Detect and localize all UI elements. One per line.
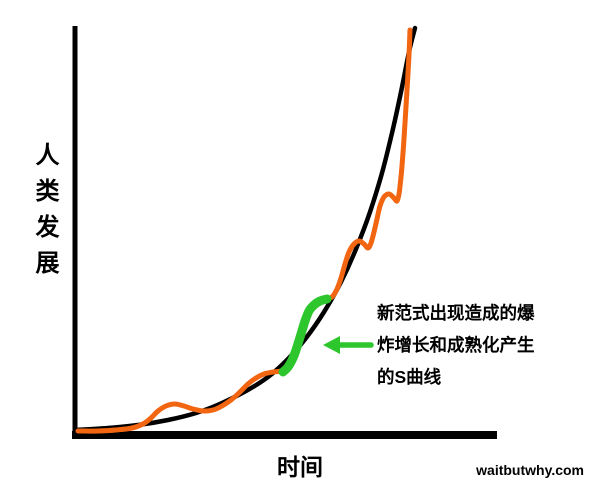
s-curve-annotation: 新范式出现造成的爆 炸增长和成熟化产生 的S曲线 <box>377 297 577 393</box>
annotation-line-1: 新范式出现造成的爆 <box>377 303 535 323</box>
annotation-line-3: 的S曲线 <box>377 367 442 387</box>
exponential-trend-curve <box>72 25 418 433</box>
watermark-text: waitbutwhy.com <box>476 462 584 478</box>
arrow-head-icon <box>323 336 340 354</box>
x-axis-label: 时间 <box>277 454 323 480</box>
highlighted-s-curve-segment <box>278 294 332 377</box>
annotation-arrow <box>323 336 374 354</box>
y-axis-label: 人类发展 <box>31 142 58 286</box>
annotation-line-2: 炸增长和成熟化产生 <box>377 335 535 355</box>
s-curve-progress-curve <box>75 27 413 434</box>
